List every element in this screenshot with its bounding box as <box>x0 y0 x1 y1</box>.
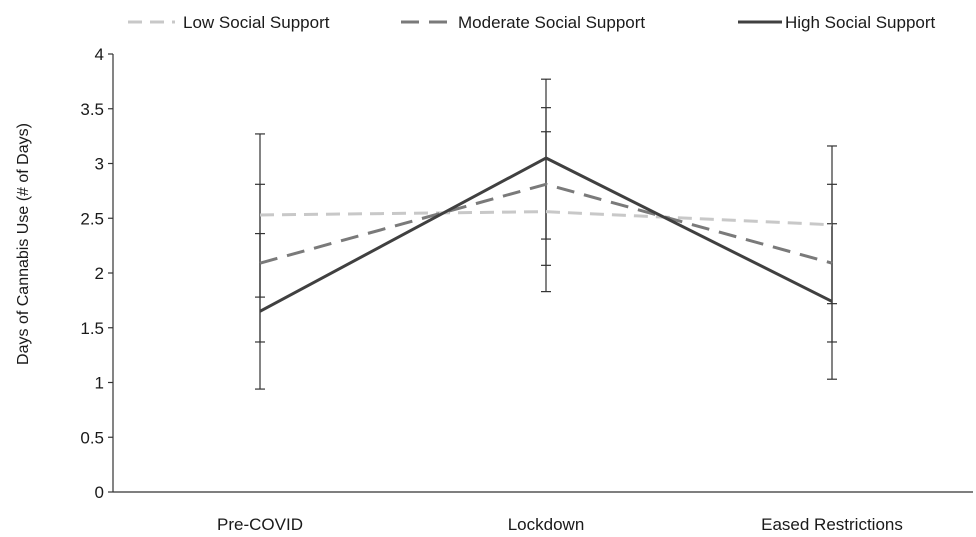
legend-label-0: Low Social Support <box>183 13 330 32</box>
y-tick-label: 2 <box>95 264 104 283</box>
y-tick-label: 4 <box>95 45 104 64</box>
series-line-0 <box>259 210 833 227</box>
y-tick-label: 2.5 <box>80 209 104 228</box>
x-tick-label: Lockdown <box>508 515 585 534</box>
series-lines <box>259 156 833 313</box>
error-bars <box>255 78 837 390</box>
legend: Low Social Support Moderate Social Suppor… <box>128 13 936 32</box>
x-tick-label: Eased Restrictions <box>761 515 903 534</box>
y-tick-label: 3.5 <box>80 100 104 119</box>
y-tick-label: 0 <box>95 483 104 502</box>
y-axis: 0 0.5 1 1.5 2 2.5 3 3.5 4 <box>80 45 113 502</box>
y-tick-label: 0.5 <box>80 428 104 447</box>
series-line-2 <box>259 156 833 313</box>
y-axis-title: Days of Cannabis Use (# of Days) <box>15 123 32 365</box>
series-line-1 <box>259 182 833 265</box>
legend-label-1: Moderate Social Support <box>458 13 645 32</box>
y-tick-label: 1 <box>95 374 104 393</box>
y-tick-label: 3 <box>95 155 104 174</box>
y-tick-label: 1.5 <box>80 319 104 338</box>
legend-label-2: High Social Support <box>785 13 936 32</box>
x-tick-label: Pre-COVID <box>217 515 303 534</box>
x-axis: Pre-COVID Lockdown Eased Restrictions <box>217 515 903 534</box>
